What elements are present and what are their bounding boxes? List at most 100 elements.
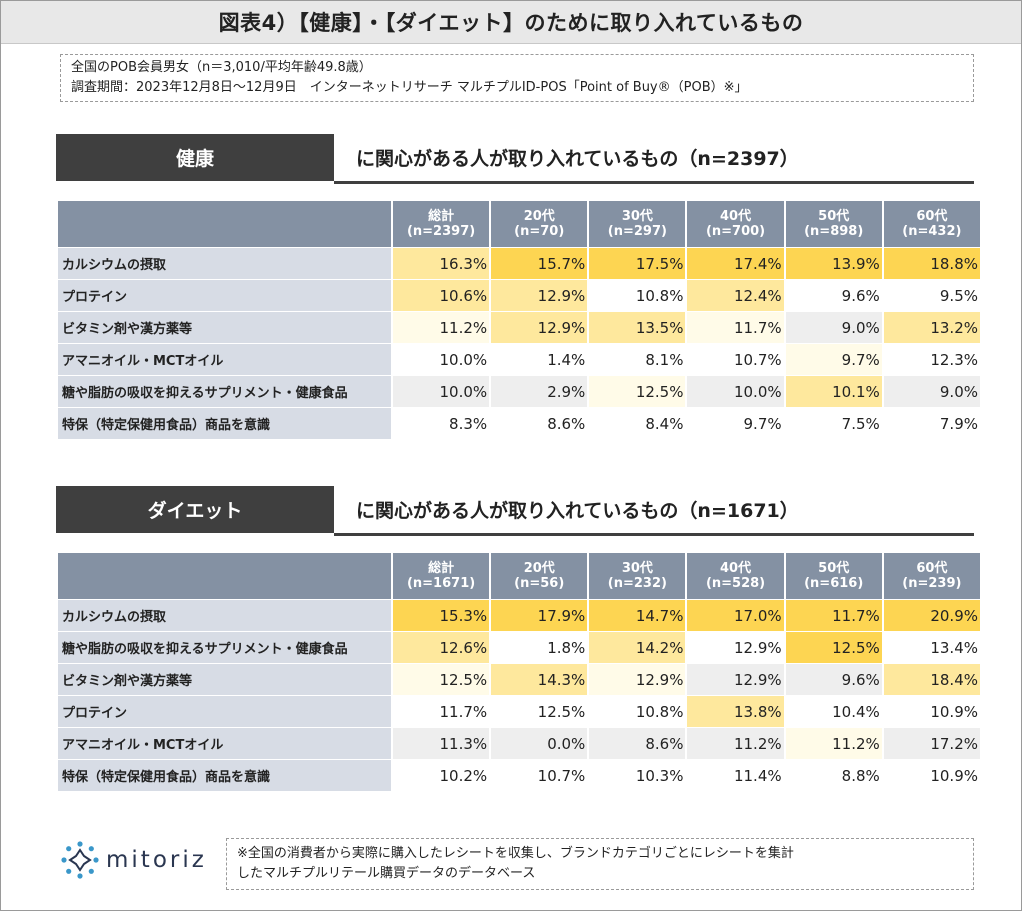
table-header-row: 総計 (n=2397) 20代 (n=70) 30代 (n=297) 40代 (n=700) 5… xyxy=(58,201,980,247)
table-row: 特保（特定保健用食品）商品を意識 10.2% 10.7% 10.3% 11.4% 8.8%… xyxy=(58,760,980,791)
value-cell: 10.7% xyxy=(491,760,588,791)
value-cell: 17.2% xyxy=(883,728,980,759)
value-cell: 9.7% xyxy=(687,408,784,439)
table-row: アマニオイル・MCTオイル 11.3% 0.0% 8.6% 11.2% 11.2% 17.2… xyxy=(58,728,980,759)
table-row: ビタミン剤や漢方薬等 11.2% 12.9% 13.5% 11.7% 9.0% 13.2% xyxy=(58,312,980,343)
value-cell: 12.3% xyxy=(883,344,980,375)
value-cell: 10.2% xyxy=(393,760,490,791)
column-header: 60代 (n=432) xyxy=(883,201,980,247)
value-cell: 12.9% xyxy=(687,632,784,663)
value-cell: 17.4% xyxy=(687,248,784,279)
value-cell: 14.7% xyxy=(589,600,686,631)
value-cell: 10.1% xyxy=(785,376,882,407)
value-cell: 11.7% xyxy=(687,312,784,343)
column-header-n: (n=432) xyxy=(902,224,962,239)
value-cell: 11.2% xyxy=(687,728,784,759)
value-cell: 8.1% xyxy=(589,344,686,375)
column-header-n: (n=528) xyxy=(705,576,766,591)
column-header-name: 50代 xyxy=(818,561,850,576)
value-cell: 15.3% xyxy=(393,600,490,631)
column-header-n: (n=616) xyxy=(804,576,864,591)
value-cell: 15.7% xyxy=(491,248,588,279)
value-cell: 9.5% xyxy=(883,280,980,311)
diet-section-tag: ダイエット xyxy=(56,486,334,533)
column-header: 50代 (n=616) xyxy=(785,553,882,599)
row-label: ビタミン剤や漢方薬等 xyxy=(58,312,391,343)
column-header-n: (n=239) xyxy=(902,576,962,591)
value-cell: 10.0% xyxy=(393,376,490,407)
value-cell: 8.6% xyxy=(589,728,686,759)
value-cell: 14.2% xyxy=(589,632,686,663)
value-cell: 8.8% xyxy=(785,760,882,791)
column-header-name: 60代 xyxy=(916,561,948,576)
value-cell: 10.7% xyxy=(687,344,784,375)
column-header-name: 40代 xyxy=(720,209,752,224)
table-row: アマニオイル・MCTオイル 10.0% 1.4% 8.1% 10.7% 9.7% 12.3% xyxy=(58,344,980,375)
health-section-tag: 健康 xyxy=(56,134,334,181)
table-header-corner xyxy=(58,201,391,247)
value-cell: 9.0% xyxy=(785,312,882,343)
value-cell: 11.7% xyxy=(785,600,882,631)
table-row: 糖や脂肪の吸収を抑えるサプリメント・健康食品 12.6% 1.8% 14.2% 12.9… xyxy=(58,632,980,663)
table-row: プロテイン 10.6% 12.9% 10.8% 12.4% 9.6% 9.5% xyxy=(58,280,980,311)
column-header-n: (n=297) xyxy=(607,224,667,239)
row-label: プロテイン xyxy=(58,696,391,727)
row-label: 糖や脂肪の吸収を抑えるサプリメント・健康食品 xyxy=(58,632,391,663)
diet-section-rule xyxy=(334,533,974,536)
column-header-name: 総計 xyxy=(428,209,455,224)
table-row: ビタミン剤や漢方薬等 12.5% 14.3% 12.9% 12.9% 9.6% 18.4% xyxy=(58,664,980,695)
column-header-n: (n=70) xyxy=(514,224,565,239)
value-cell: 13.4% xyxy=(883,632,980,663)
mitoriz-logo-icon xyxy=(61,841,99,879)
value-cell: 10.3% xyxy=(589,760,686,791)
value-cell: 12.5% xyxy=(589,376,686,407)
row-label: プロテイン xyxy=(58,280,391,311)
column-header: 総計 (n=2397) xyxy=(393,201,490,247)
column-header-name: 20代 xyxy=(523,561,555,576)
table-row: カルシウムの摂取 16.3% 15.7% 17.5% 17.4% 13.9% 18.8% xyxy=(58,248,980,279)
column-header-n: (n=56) xyxy=(514,576,565,591)
column-header: 50代 (n=898) xyxy=(785,201,882,247)
value-cell: 10.9% xyxy=(883,696,980,727)
health-section-rule xyxy=(334,181,974,184)
row-label: カルシウムの摂取 xyxy=(58,248,391,279)
column-header-name: 60代 xyxy=(916,209,948,224)
value-cell: 17.9% xyxy=(491,600,588,631)
column-header-n: (n=700) xyxy=(705,224,766,239)
value-cell: 12.5% xyxy=(491,696,588,727)
row-label: 特保（特定保健用食品）商品を意識 xyxy=(58,760,391,791)
health-section-subtitle: に関心がある人が取り入れているもの（n=2397） xyxy=(356,148,799,170)
value-cell: 7.5% xyxy=(785,408,882,439)
value-cell: 8.6% xyxy=(491,408,588,439)
value-cell: 17.5% xyxy=(589,248,686,279)
survey-info: 全国のPOB会員男女（n＝3,010/平均年齢49.8歳） 調査期間：2023年… xyxy=(60,54,974,102)
value-cell: 12.9% xyxy=(687,664,784,695)
survey-info-line-2: 調査期間：2023年12月8日～12月9日 インターネットリサーチ マルチプルI… xyxy=(71,80,748,95)
column-header: 60代 (n=239) xyxy=(883,553,980,599)
column-header: 総計 (n=1671) xyxy=(393,553,490,599)
footnote-line-2: したマルチプルリテール購買データのデータベース xyxy=(237,866,536,881)
value-cell: 12.5% xyxy=(785,632,882,663)
column-header: 30代 (n=297) xyxy=(589,201,686,247)
column-header-n: (n=898) xyxy=(804,224,864,239)
column-header-name: 20代 xyxy=(523,209,555,224)
column-header: 40代 (n=700) xyxy=(687,201,784,247)
column-header-n: (n=232) xyxy=(607,576,667,591)
value-cell: 11.7% xyxy=(393,696,490,727)
column-header: 40代 (n=528) xyxy=(687,553,784,599)
value-cell: 11.4% xyxy=(687,760,784,791)
value-cell: 10.8% xyxy=(589,696,686,727)
value-cell: 2.9% xyxy=(491,376,588,407)
value-cell: 8.3% xyxy=(393,408,490,439)
value-cell: 14.3% xyxy=(491,664,588,695)
table-header-row: 総計 (n=1671) 20代 (n=56) 30代 (n=232) 40代 (n=528) 5… xyxy=(58,553,980,599)
footnote: ※全国の消費者から実際に購入したレシートを収集し、ブランドカテゴリごとにレシート… xyxy=(226,838,974,890)
value-cell: 10.0% xyxy=(393,344,490,375)
row-label: 特保（特定保健用食品）商品を意識 xyxy=(58,408,391,439)
value-cell: 12.9% xyxy=(589,664,686,695)
column-header-name: 30代 xyxy=(621,561,653,576)
row-label: カルシウムの摂取 xyxy=(58,600,391,631)
value-cell: 10.4% xyxy=(785,696,882,727)
value-cell: 10.9% xyxy=(883,760,980,791)
